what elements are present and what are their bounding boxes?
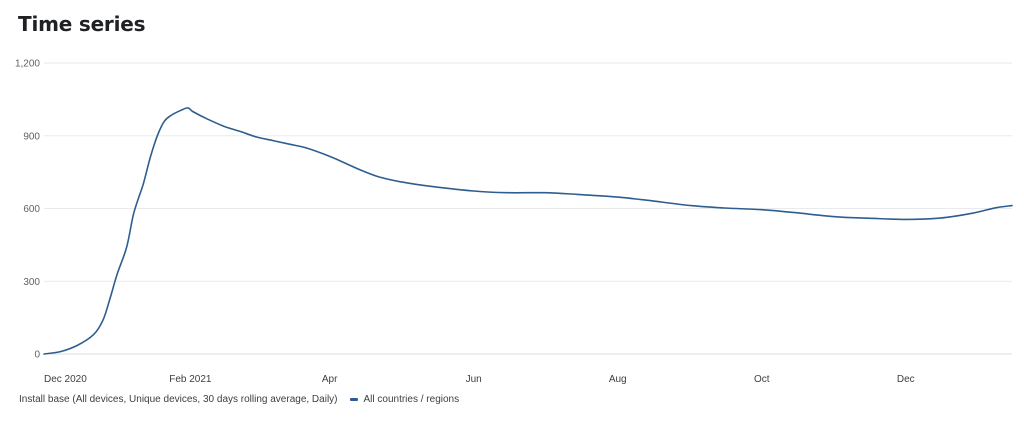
data-point[interactable] (903, 216, 909, 222)
data-point[interactable] (270, 138, 276, 144)
x-tick-label: Aug (609, 374, 627, 385)
data-point[interactable] (287, 141, 293, 147)
data-point[interactable] (190, 109, 196, 115)
x-axis: Dec 2020 Feb 2021 Apr Jun Aug Oct Dec (44, 374, 915, 385)
legend: Install base (All devices, Unique device… (19, 394, 459, 405)
data-point[interactable] (615, 194, 621, 200)
data-point[interactable] (303, 145, 309, 151)
data-point[interactable] (237, 128, 243, 134)
data-point[interactable] (688, 203, 694, 209)
data-point[interactable] (74, 343, 80, 349)
data-point[interactable] (575, 191, 581, 197)
y-tick-label: 1,200 (15, 59, 40, 70)
data-point[interactable] (1009, 203, 1015, 209)
legend-swatch (349, 398, 358, 401)
data-point[interactable] (936, 215, 942, 221)
y-tick-label: 600 (23, 204, 40, 215)
data-point[interactable] (398, 179, 404, 185)
data-point[interactable] (185, 105, 191, 111)
y-tick-label: 0 (34, 350, 40, 361)
y-tick-label: 900 (23, 131, 40, 142)
data-point[interactable] (220, 123, 226, 129)
data-point[interactable] (343, 161, 349, 167)
data-point[interactable] (648, 198, 654, 204)
series-layer (41, 105, 1015, 357)
data-point[interactable] (140, 181, 146, 187)
data-point[interactable] (376, 174, 382, 180)
x-tick-label: Jun (466, 374, 482, 385)
y-tick-label: 300 (23, 277, 40, 288)
data-point[interactable] (327, 153, 333, 159)
data-point[interactable] (204, 116, 210, 122)
data-point[interactable] (360, 168, 366, 174)
x-tick-label: Dec (897, 374, 915, 385)
x-tick-label: Oct (754, 374, 770, 385)
data-point[interactable] (161, 118, 167, 124)
data-point[interactable] (431, 184, 437, 190)
data-point[interactable] (792, 210, 798, 216)
data-point[interactable] (832, 214, 838, 220)
legend-metric: Install base (All devices, Unique device… (19, 394, 338, 405)
x-tick-label: Dec 2020 (44, 374, 87, 385)
data-point[interactable] (178, 107, 184, 113)
chart-title: Time series (18, 12, 146, 36)
legend-series-label[interactable]: All countries / regions (363, 394, 460, 405)
data-point[interactable] (114, 271, 120, 277)
data-point[interactable] (41, 351, 47, 357)
data-point[interactable] (759, 207, 765, 213)
data-point[interactable] (992, 205, 998, 211)
data-point[interactable] (865, 215, 871, 221)
data-point[interactable] (542, 190, 548, 196)
data-point[interactable] (107, 295, 113, 301)
y-axis: 0 300 600 900 1,200 (15, 59, 40, 361)
data-point[interactable] (124, 244, 130, 250)
data-point[interactable] (504, 190, 510, 196)
data-point[interactable] (131, 210, 137, 216)
x-tick-label: Feb 2021 (169, 374, 212, 385)
data-point[interactable] (721, 205, 727, 211)
data-point[interactable] (969, 210, 975, 216)
data-point[interactable] (91, 332, 97, 338)
data-point[interactable] (471, 188, 477, 194)
series-line[interactable] (43, 107, 1013, 355)
data-point[interactable] (154, 133, 160, 139)
data-point[interactable] (147, 155, 153, 161)
data-point[interactable] (253, 134, 259, 140)
gridlines (44, 62, 1012, 355)
data-point[interactable] (168, 112, 174, 118)
x-tick-label: Apr (322, 374, 338, 385)
data-point[interactable] (58, 349, 64, 355)
data-point[interactable] (100, 317, 106, 323)
